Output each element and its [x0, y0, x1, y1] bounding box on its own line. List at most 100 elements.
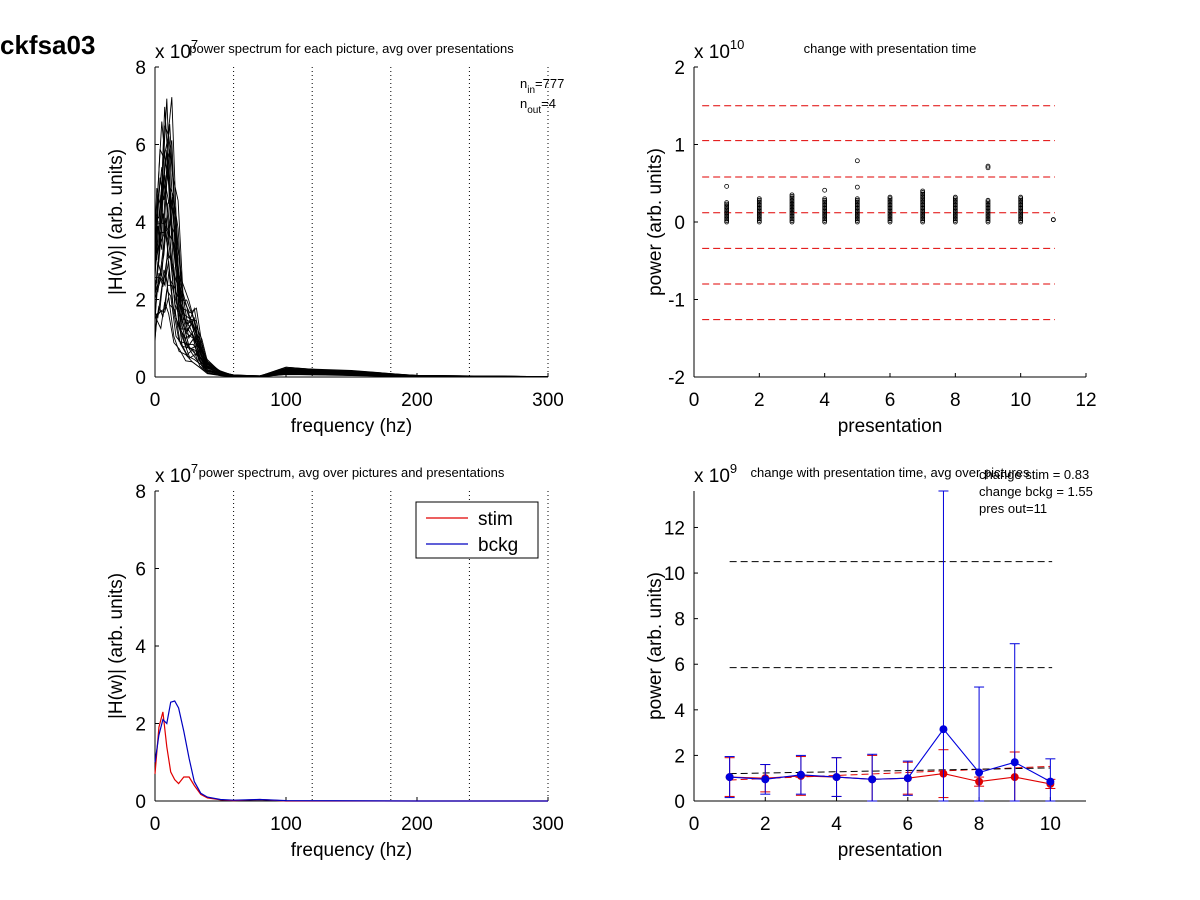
tr-data-point — [920, 191, 926, 197]
tr-data-point — [920, 205, 926, 211]
tr-data-point — [724, 204, 730, 210]
tr-data-point — [789, 196, 795, 202]
tr-data-point — [920, 214, 926, 220]
br-y-tick-label: 12 — [664, 518, 685, 539]
tl-spectrum-line — [154, 185, 549, 378]
tl-y-axis-label: |H(w)| (arb. units) — [106, 149, 127, 295]
tl-spectrum-line — [154, 159, 549, 378]
tr-data-point — [724, 209, 730, 214]
tr-data-point — [952, 200, 958, 206]
tr-data-point — [920, 218, 926, 223]
tr-data-point — [887, 202, 893, 208]
tl-x-axis-label: frequency (hz) — [291, 416, 412, 437]
tr-y-tick-label: 1 — [674, 136, 685, 157]
tr-data-point — [756, 213, 762, 219]
tr-data-point — [724, 207, 730, 213]
tr-data-point — [789, 210, 795, 216]
tr-data-point — [789, 200, 795, 205]
tr-data-point — [854, 211, 860, 217]
tl-spectrum-line — [154, 254, 549, 378]
tl-spectrum-line — [154, 297, 549, 378]
tl-spectrum-line — [154, 213, 549, 378]
bl-series-bckg — [154, 700, 548, 802]
br-point-bckg — [1010, 758, 1019, 767]
bl-y-tick-label: 4 — [135, 637, 146, 658]
tr-x-tick-label: 12 — [1075, 390, 1096, 411]
tr-data-point — [789, 192, 795, 198]
tr-data-point — [985, 219, 991, 225]
tr-data-point — [952, 207, 958, 213]
tr-data-point — [920, 193, 926, 199]
tr-outlier-point — [854, 184, 860, 190]
tl-spectrum-line — [154, 97, 549, 378]
tr-data-point — [822, 197, 828, 203]
tr-data-point — [756, 219, 762, 225]
tr-data-point — [789, 201, 795, 207]
tl-x-tick-label: 300 — [532, 390, 564, 411]
tr-data-point — [887, 211, 893, 217]
br-title: change with presentation time, avg over … — [751, 465, 1030, 480]
tr-data-point — [822, 213, 828, 219]
tr-data-point — [920, 208, 926, 214]
tl-spectrum-line — [154, 222, 549, 378]
tl-y-tick-label: 0 — [135, 368, 146, 389]
tr-data-point — [756, 197, 762, 203]
tl-spectrum-line — [154, 260, 549, 378]
bl-y-tick-label: 6 — [135, 560, 146, 581]
tr-data-point — [822, 196, 828, 202]
tr-data-point — [724, 212, 730, 217]
tr-data-point — [756, 200, 762, 206]
tr-data-point — [952, 204, 958, 209]
bl-y-axis-label: |H(w)| (arb. units) — [106, 573, 127, 719]
tr-data-point — [952, 199, 958, 205]
br-x-tick-label: 10 — [1040, 814, 1061, 835]
br-y-tick-label: 0 — [674, 792, 685, 813]
tr-data-point — [887, 207, 893, 213]
tr-data-point — [822, 200, 828, 206]
tr-data-point — [724, 210, 730, 216]
tl-annotation: nin=777 — [520, 76, 564, 96]
tr-data-point — [756, 207, 762, 213]
tr-x-tick-label: 10 — [1010, 390, 1031, 411]
br-point-bckg — [939, 725, 948, 734]
tr-data-point — [920, 204, 926, 209]
tl-y-tick-label: 2 — [135, 291, 146, 312]
tr-data-point — [887, 196, 893, 202]
tr-data-point — [756, 211, 762, 217]
tr-data-point — [789, 204, 795, 210]
tl-spectrum-line — [154, 217, 549, 378]
bl-series-stim — [154, 711, 548, 802]
tr-data-point — [952, 218, 958, 223]
tr-data-point — [887, 213, 893, 219]
tr-data-point — [1018, 194, 1024, 200]
tr-data-point — [789, 216, 795, 222]
tr-data-point — [985, 216, 991, 222]
tr-data-point — [920, 194, 926, 200]
tr-data-point — [1018, 200, 1024, 206]
tr-data-point — [1018, 208, 1024, 214]
br-y-tick-label: 8 — [674, 610, 685, 631]
tr-data-point — [887, 218, 893, 223]
tr-data-point — [985, 213, 991, 219]
tr-data-point — [789, 206, 795, 211]
br-point-bckg — [832, 773, 841, 782]
tr-data-point — [724, 215, 730, 220]
bl-x-axis-label: frequency (hz) — [291, 840, 412, 861]
tr-data-point — [985, 200, 991, 206]
tr-data-point — [887, 204, 893, 209]
tr-data-point — [920, 219, 926, 225]
tl-spectrum-line — [154, 98, 549, 378]
tr-data-point — [756, 196, 762, 202]
tr-data-point — [822, 216, 828, 222]
tr-data-point — [920, 190, 926, 195]
tl-spectrum-line — [154, 196, 549, 378]
tr-data-point — [822, 214, 828, 220]
tr-data-point — [756, 218, 762, 223]
bl-x-tick-label: 300 — [532, 814, 564, 835]
tr-data-point — [985, 208, 991, 214]
tr-outlier-point — [724, 183, 730, 189]
bl-legend-label: bckg — [478, 535, 518, 556]
br-annotation: pres out=11 — [979, 501, 1047, 516]
tr-data-point — [789, 195, 795, 201]
